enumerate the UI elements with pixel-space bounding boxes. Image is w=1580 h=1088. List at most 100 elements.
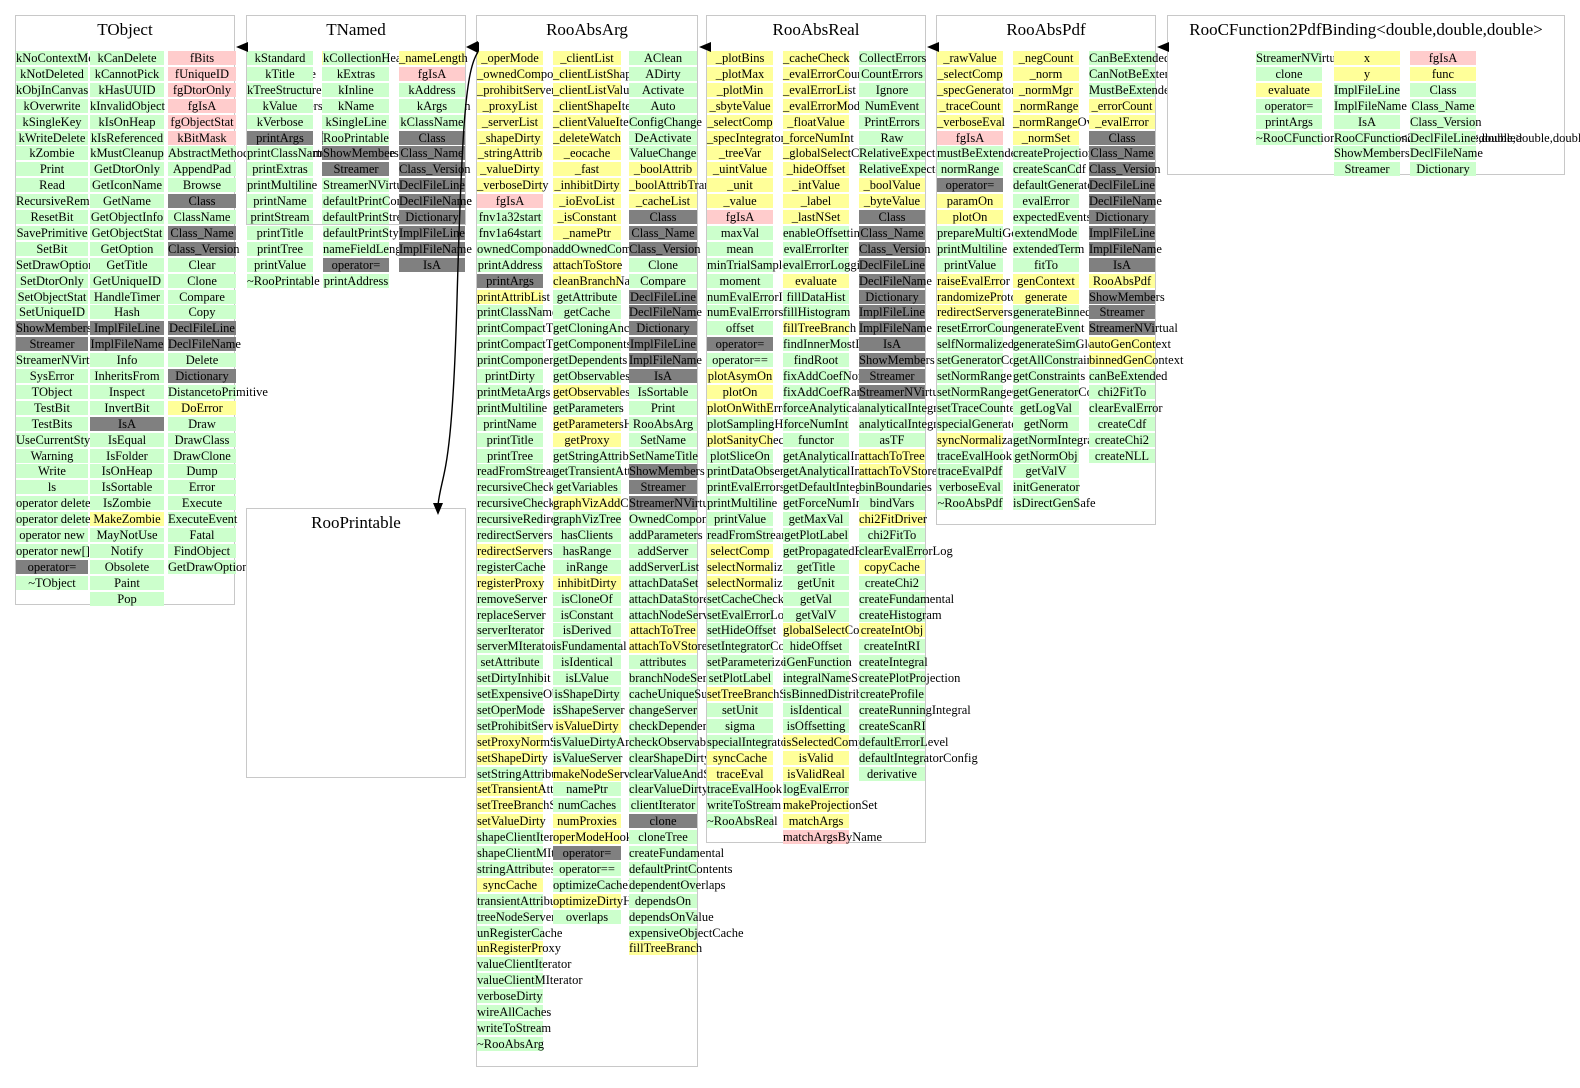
member-cell[interactable]: HandleTimer <box>90 289 164 304</box>
member-cell[interactable]: traceEvalHook <box>707 782 782 797</box>
member-cell[interactable]: SavePrimitive <box>16 225 88 240</box>
member-cell[interactable]: fnv1a64start <box>477 225 543 240</box>
member-cell[interactable]: ImplFileLine <box>1334 82 1400 97</box>
member-cell[interactable]: isValidReal <box>783 766 849 781</box>
member-cell[interactable]: isFundamental <box>553 639 627 654</box>
member-cell[interactable]: operator= <box>707 337 773 352</box>
member-cell[interactable]: DeActivate <box>629 130 697 145</box>
member-cell[interactable]: getUnit <box>783 575 849 590</box>
member-cell[interactable]: kOverwrite <box>16 98 88 113</box>
member-cell[interactable]: ImplFileLine <box>1089 225 1155 240</box>
member-cell[interactable]: kVerbose <box>247 114 313 129</box>
member-cell[interactable]: Class <box>1089 130 1155 145</box>
member-cell[interactable]: printMultiline <box>937 241 1008 256</box>
member-cell[interactable]: kCannotPick <box>90 66 164 81</box>
member-cell[interactable]: ImplFileName <box>90 337 164 352</box>
member-cell[interactable]: DeclFileName <box>399 194 472 209</box>
member-cell[interactable]: raiseEvalError <box>937 273 1010 288</box>
member-cell[interactable]: DeclFileName <box>629 305 702 320</box>
member-cell[interactable]: isLValue <box>553 671 621 686</box>
member-cell[interactable]: ShowMembers <box>1089 289 1165 304</box>
member-cell[interactable]: printTitle <box>247 225 313 240</box>
member-cell[interactable]: Dictionary <box>1089 210 1155 224</box>
member-cell[interactable]: _fast <box>553 162 621 177</box>
member-cell[interactable]: _value <box>707 194 773 209</box>
member-cell[interactable]: _verboseEval <box>937 114 1006 129</box>
member-cell[interactable]: IsEqual <box>90 432 164 447</box>
class-node-roocfunction2pdfbinding-double-double-double[interactable]: RooCFunction2PdfBinding<double,double,do… <box>1167 15 1580 177</box>
member-cell[interactable]: isValueDirty <box>553 718 621 733</box>
member-cell[interactable]: inhibitDirty <box>553 575 621 590</box>
member-cell[interactable]: createChi2 <box>1089 432 1155 447</box>
member-cell[interactable]: Class_Version <box>859 241 931 256</box>
member-cell[interactable]: Browse <box>168 178 236 193</box>
member-cell[interactable]: getLogVal <box>1013 400 1079 415</box>
member-cell[interactable]: Copy <box>168 305 236 320</box>
member-cell[interactable]: printMultiline <box>707 496 778 511</box>
member-cell[interactable]: attachDataSet <box>629 575 699 590</box>
member-cell[interactable]: Class_Version <box>399 162 471 177</box>
member-cell[interactable]: printExtras <box>247 162 313 177</box>
member-cell[interactable]: functor <box>783 432 849 447</box>
member-cell[interactable]: changeServer <box>629 702 698 717</box>
member-cell[interactable]: _evalErrorMode <box>783 98 866 113</box>
member-cell[interactable]: operator= <box>16 559 88 574</box>
member-cell[interactable]: numEvalErrors <box>707 305 784 320</box>
member-cell[interactable]: fgIsA <box>1410 51 1476 65</box>
member-cell[interactable]: Class_Name <box>168 225 236 240</box>
member-cell[interactable]: printArgs <box>1256 114 1322 129</box>
member-cell[interactable]: addServerList <box>629 559 700 574</box>
member-cell[interactable]: IsA <box>629 369 697 383</box>
member-cell[interactable]: _evalError <box>1089 114 1155 129</box>
member-cell[interactable]: createIntRI <box>859 639 925 654</box>
member-cell[interactable]: Streamer <box>16 337 88 352</box>
member-cell[interactable]: copyCache <box>859 559 925 574</box>
member-cell[interactable]: AbstractMethod <box>168 146 250 161</box>
member-cell[interactable]: Class_Version <box>1410 114 1482 129</box>
member-cell[interactable]: kZombie <box>16 146 88 161</box>
member-cell[interactable]: IsA <box>399 257 465 272</box>
member-cell[interactable]: moment <box>707 273 773 288</box>
member-cell[interactable]: ~TObject <box>16 575 88 590</box>
member-cell[interactable]: _operMode <box>477 51 543 65</box>
member-cell[interactable]: kSingleLine <box>323 114 389 129</box>
member-cell[interactable]: ImplFileLine <box>859 305 925 320</box>
member-cell[interactable]: minTrialSamples <box>707 257 793 272</box>
member-cell[interactable]: setValueDirty <box>477 814 546 829</box>
member-cell[interactable]: ~RooAbsReal <box>707 814 778 829</box>
member-cell[interactable]: getParameters <box>553 400 624 415</box>
member-cell[interactable]: setShapeDirty <box>477 750 548 765</box>
member-cell[interactable]: _byteValue <box>859 194 925 209</box>
member-cell[interactable]: PrintErrors <box>859 114 925 129</box>
member-cell[interactable]: getNormObj <box>1013 448 1079 463</box>
member-cell[interactable]: getVal <box>783 591 849 606</box>
class-node-rooabspdf[interactable]: RooAbsPdf _rawValue _selectComp _specGenera… <box>936 15 1189 525</box>
member-cell[interactable]: getTitle <box>783 559 849 574</box>
member-cell[interactable]: printMetaArgs <box>477 384 551 399</box>
member-cell[interactable]: RecursiveRemove <box>16 194 108 209</box>
member-cell[interactable]: isCloneOf <box>553 591 621 606</box>
member-cell[interactable]: DeclFileLine <box>859 257 925 272</box>
member-cell[interactable]: Class <box>168 194 236 209</box>
member-cell[interactable]: ADirty <box>629 66 697 81</box>
member-cell[interactable]: attachToVStore <box>629 639 708 654</box>
class-node-rooprintable[interactable]: RooPrintable kStandard kTitle kTreeStructur… <box>246 51 472 778</box>
member-cell[interactable]: getObservables <box>553 369 631 383</box>
member-cell[interactable]: kInvalidObject <box>90 98 165 113</box>
member-cell[interactable]: numProxies <box>553 814 621 829</box>
member-cell[interactable]: createHistogram <box>859 607 942 622</box>
member-cell[interactable]: syncCache <box>477 877 543 892</box>
member-cell[interactable]: Compare <box>629 273 697 288</box>
member-cell[interactable]: fillDataHist <box>783 289 849 304</box>
member-cell[interactable]: Info <box>90 353 164 368</box>
member-cell[interactable]: evaluate <box>783 273 849 288</box>
member-cell[interactable]: derivative <box>859 766 925 781</box>
member-cell[interactable]: hideOffset <box>783 639 849 654</box>
member-cell[interactable]: unRegisterCache <box>477 925 563 940</box>
member-cell[interactable]: _stringAttrib <box>477 146 543 161</box>
member-cell[interactable]: kIsOnHeap <box>90 114 164 129</box>
member-cell[interactable]: sigma <box>707 718 773 733</box>
member-cell[interactable]: clone <box>1256 66 1322 81</box>
member-cell[interactable]: GetName <box>90 194 164 209</box>
member-cell[interactable]: Class <box>859 210 925 224</box>
